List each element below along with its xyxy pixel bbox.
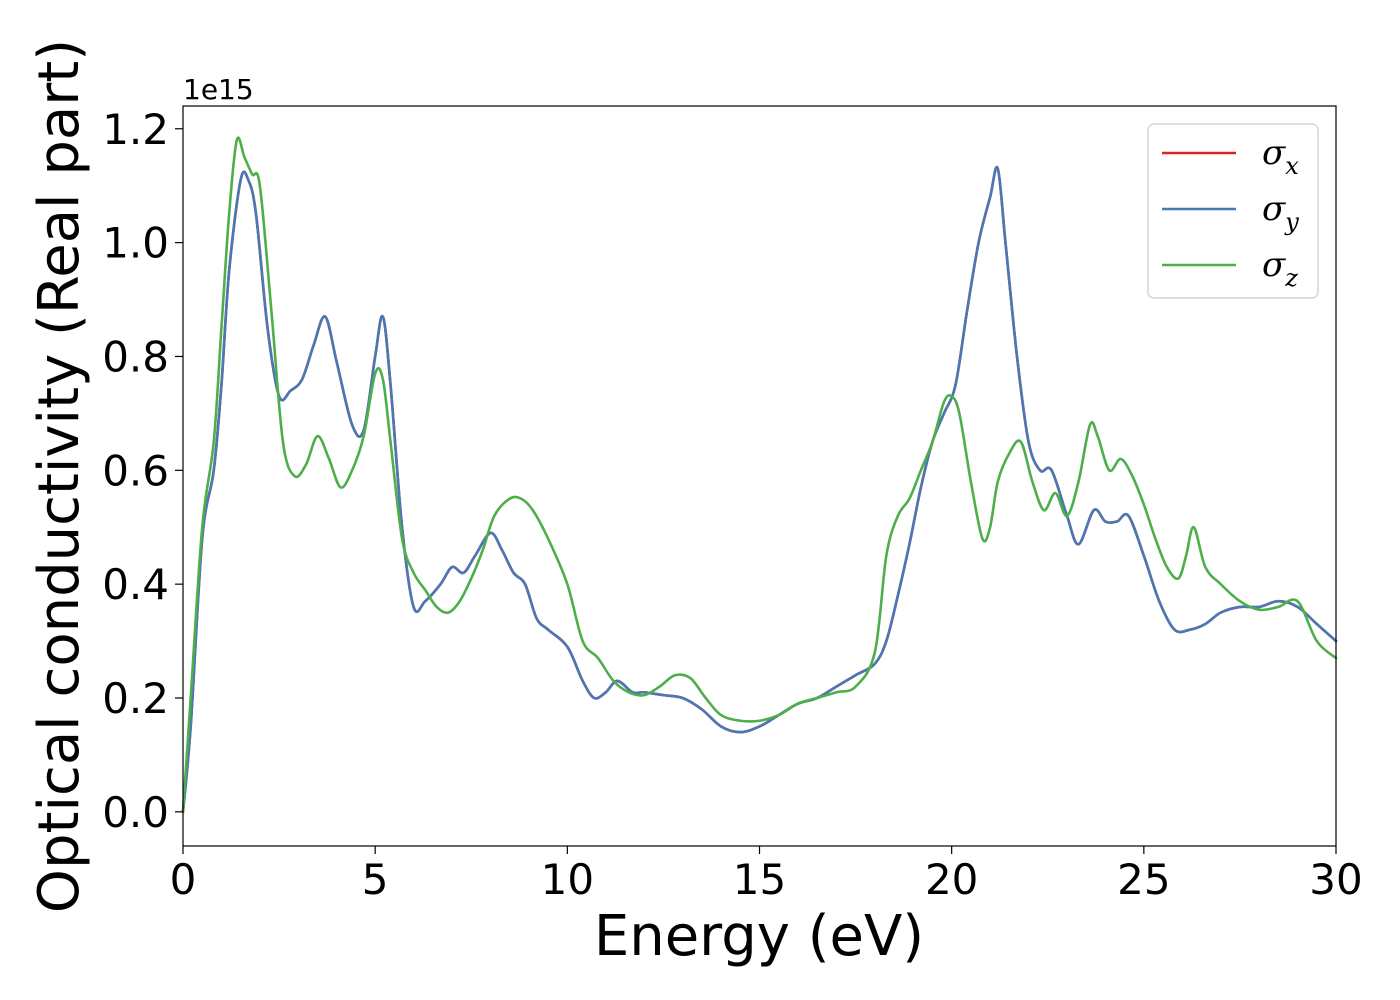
series-line-sigma-z [181,136,1338,814]
y-axis-label: Optical conductivity (Real part) [27,39,92,913]
series-layer [181,136,1338,814]
y-tick-label: 0.4 [102,560,169,609]
x-tick-label: 30 [1309,855,1362,904]
x-tick-label: 10 [541,855,594,904]
x-tick-label: 20 [925,855,978,904]
x-tick-label: 5 [362,855,389,904]
plot-frame [182,105,1337,847]
y-tick-label: 1.2 [102,105,169,154]
x-tick-label: 25 [1117,855,1170,904]
y-tick-label: 0.8 [102,332,169,381]
y-tick-label: 0.2 [102,674,169,723]
x-axis-label: Energy (eV) [594,904,924,969]
y-tick-label: 0.6 [102,446,169,495]
series-line-sigma-y [181,165,1338,814]
legend-frame [1147,123,1319,299]
x-tick-label: 0 [170,855,197,904]
y-offset-label: 1e15 [183,73,254,106]
y-axis-ticks: 0.0 0.2 0.4 0.6 0.8 1.0 1.2 [102,105,183,837]
x-tick-label: 15 [733,855,786,904]
x-axis-ticks: 0 5 10 15 20 25 30 [170,846,1363,904]
plot-area-background [183,106,1336,846]
y-tick-label: 1.0 [102,219,169,268]
y-tick-label: 0.0 [102,788,169,837]
